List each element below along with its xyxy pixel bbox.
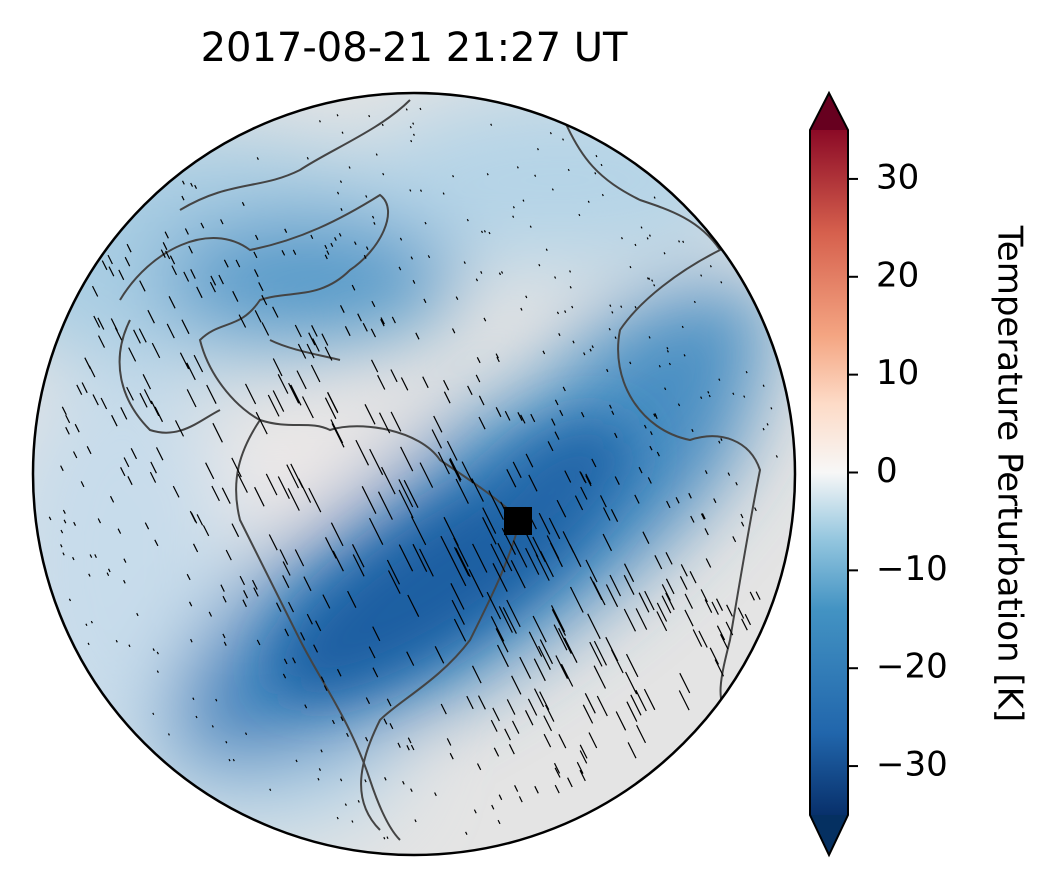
- colorbar-extend-min: [810, 815, 848, 855]
- colorbar-tick-label: −30: [876, 745, 948, 785]
- colorbar-label: Temperature Perturbation [K]: [990, 225, 1030, 722]
- station-marker: [504, 507, 532, 535]
- colorbar-tick-label: 10: [876, 353, 919, 393]
- colorbar-tick-label: 20: [876, 255, 919, 295]
- colorbar-tick-label: 30: [876, 157, 919, 197]
- colorbar-tick-label: −20: [876, 647, 948, 687]
- colorbar-outline: [809, 90, 849, 858]
- colorbar-tick-label: −10: [876, 549, 948, 589]
- title: 2017-08-21 21:27 UT: [201, 25, 628, 71]
- colorbar-tick-label: 0: [876, 451, 898, 491]
- colorbar: [809, 90, 849, 858]
- colorbar-body: [810, 130, 848, 815]
- colorbar-extend-max: [810, 93, 848, 130]
- globe-outline: [31, 91, 797, 857]
- wind-dashes: [48, 107, 778, 840]
